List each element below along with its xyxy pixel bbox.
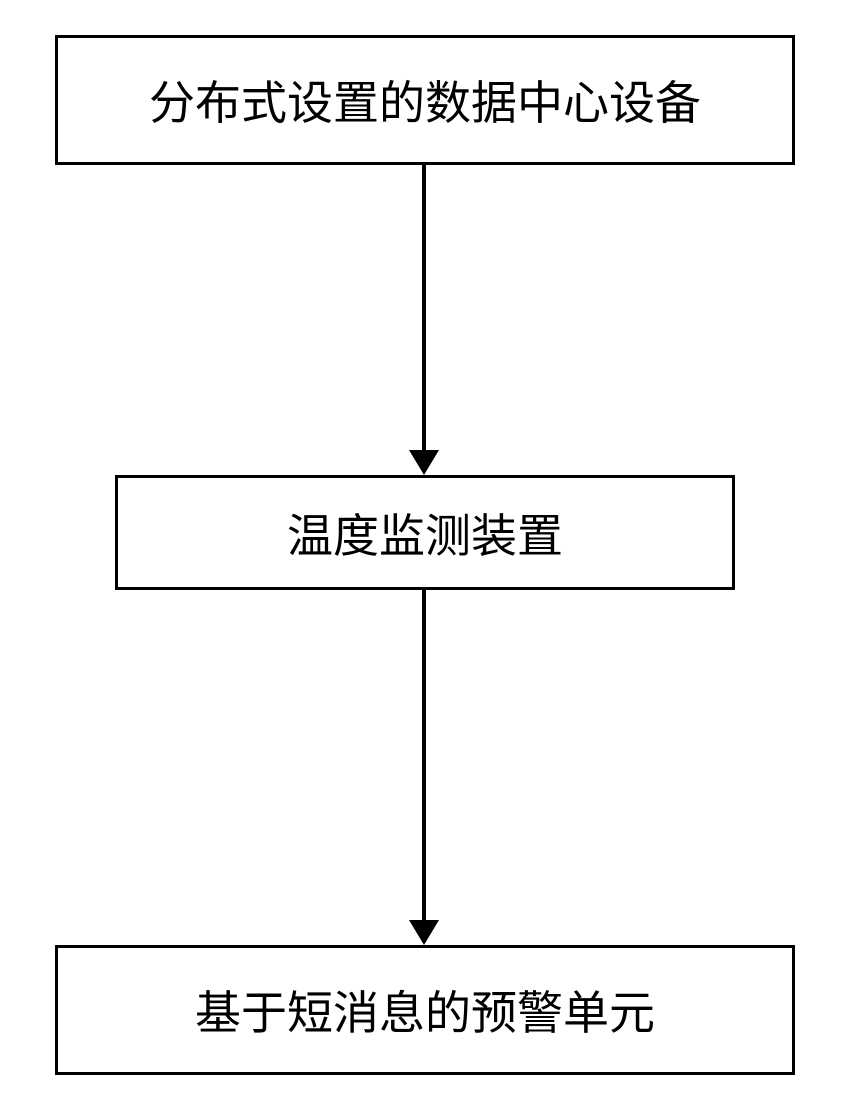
- edge-2-arrowhead: [409, 920, 439, 945]
- flowchart-node-1: 分布式设置的数据中心设备: [55, 35, 795, 165]
- node-1-label: 分布式设置的数据中心设备: [149, 67, 701, 133]
- node-3-label: 基于短消息的预警单元: [195, 977, 655, 1043]
- node-2-label: 温度监测装置: [287, 500, 563, 566]
- flowchart-node-3: 基于短消息的预警单元: [55, 945, 795, 1075]
- edge-1-arrowhead: [409, 450, 439, 475]
- flowchart-node-2: 温度监测装置: [115, 475, 735, 590]
- edge-2-line: [422, 590, 426, 920]
- edge-1-line: [422, 165, 426, 450]
